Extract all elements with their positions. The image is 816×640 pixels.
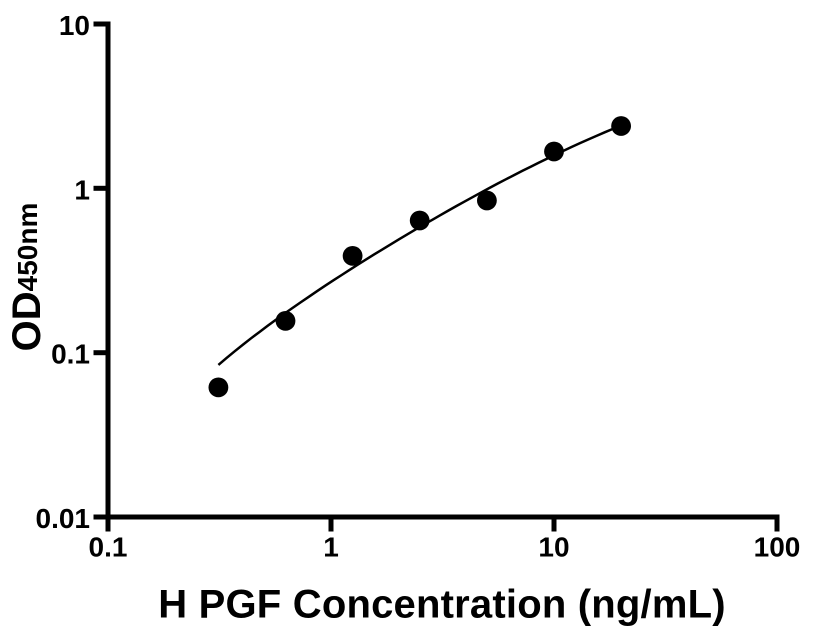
svg-text:OD450nm: OD450nm: [5, 203, 49, 352]
svg-text:0.01: 0.01: [36, 503, 91, 534]
svg-text:100: 100: [754, 532, 801, 563]
svg-text:1: 1: [74, 174, 90, 205]
svg-text:1: 1: [323, 532, 339, 563]
svg-text:10: 10: [59, 10, 90, 41]
svg-text:0.1: 0.1: [89, 532, 128, 563]
svg-text:0.1: 0.1: [51, 339, 90, 370]
svg-text:10: 10: [538, 532, 569, 563]
svg-text:H PGF Concentration (ng/mL): H PGF Concentration (ng/mL): [158, 583, 726, 627]
